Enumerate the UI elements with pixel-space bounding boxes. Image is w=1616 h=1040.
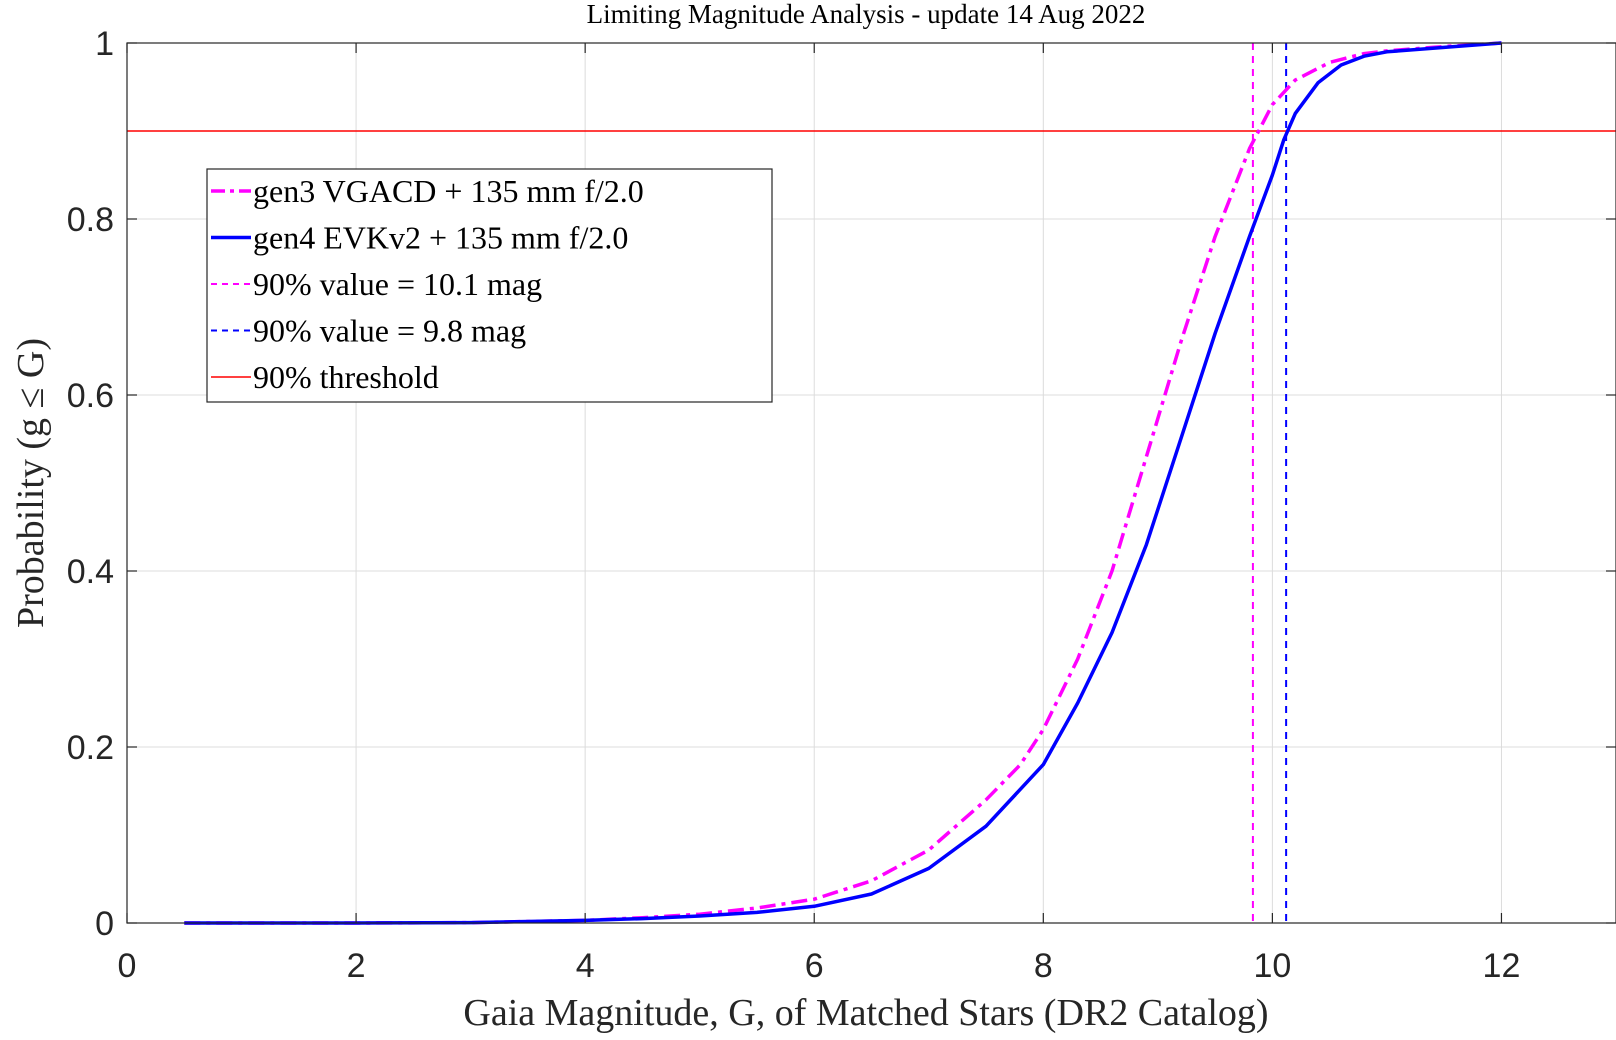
series-layer <box>127 41 1616 925</box>
x-tick-label: 8 <box>1034 947 1053 985</box>
y-tick-label: 0 <box>95 905 114 943</box>
chart-title: Limiting Magnitude Analysis - update 14 … <box>587 0 1146 29</box>
x-tick-label: 2 <box>347 947 366 985</box>
x-tick-label: 0 <box>118 947 137 985</box>
x-tick-label: 4 <box>576 947 595 985</box>
x-tick-label: 10 <box>1253 947 1291 985</box>
legend-label-3: 90% value = 9.8 mag <box>253 313 526 349</box>
legend: gen3 VGACD + 135 mm f/2.0 gen4 EVKv2 + 13… <box>206 168 773 403</box>
x-axis-label: Gaia Magnitude, G, of Matched Stars (DR2… <box>463 992 1268 1034</box>
legend-label-4: 90% threshold <box>253 359 439 395</box>
x-tick-label: 6 <box>805 947 824 985</box>
y-tick-label: 0.6 <box>67 377 114 415</box>
legend-label-1: gen4 EVKv2 + 135 mm f/2.0 <box>253 220 628 256</box>
series-1 <box>184 41 1502 925</box>
x-tick-label: 12 <box>1483 947 1521 985</box>
y-axis-label: Probability (g ≤ G) <box>10 338 52 628</box>
y-tick-label: 0.8 <box>67 201 114 239</box>
y-tick-label: 1 <box>95 25 114 63</box>
y-tick-label: 0.4 <box>67 553 114 591</box>
ticks: 0 2 4 6 8 10 12 0 0.2 0.4 0.6 0.8 1 <box>67 25 1616 985</box>
plot-frame <box>126 42 1616 924</box>
y-tick-label: 0.2 <box>67 729 114 767</box>
legend-box <box>206 168 773 403</box>
series-0 <box>184 41 1502 925</box>
legend-label-2: 90% value = 10.1 mag <box>253 266 542 302</box>
legend-label-0: gen3 VGACD + 135 mm f/2.0 <box>253 173 644 209</box>
